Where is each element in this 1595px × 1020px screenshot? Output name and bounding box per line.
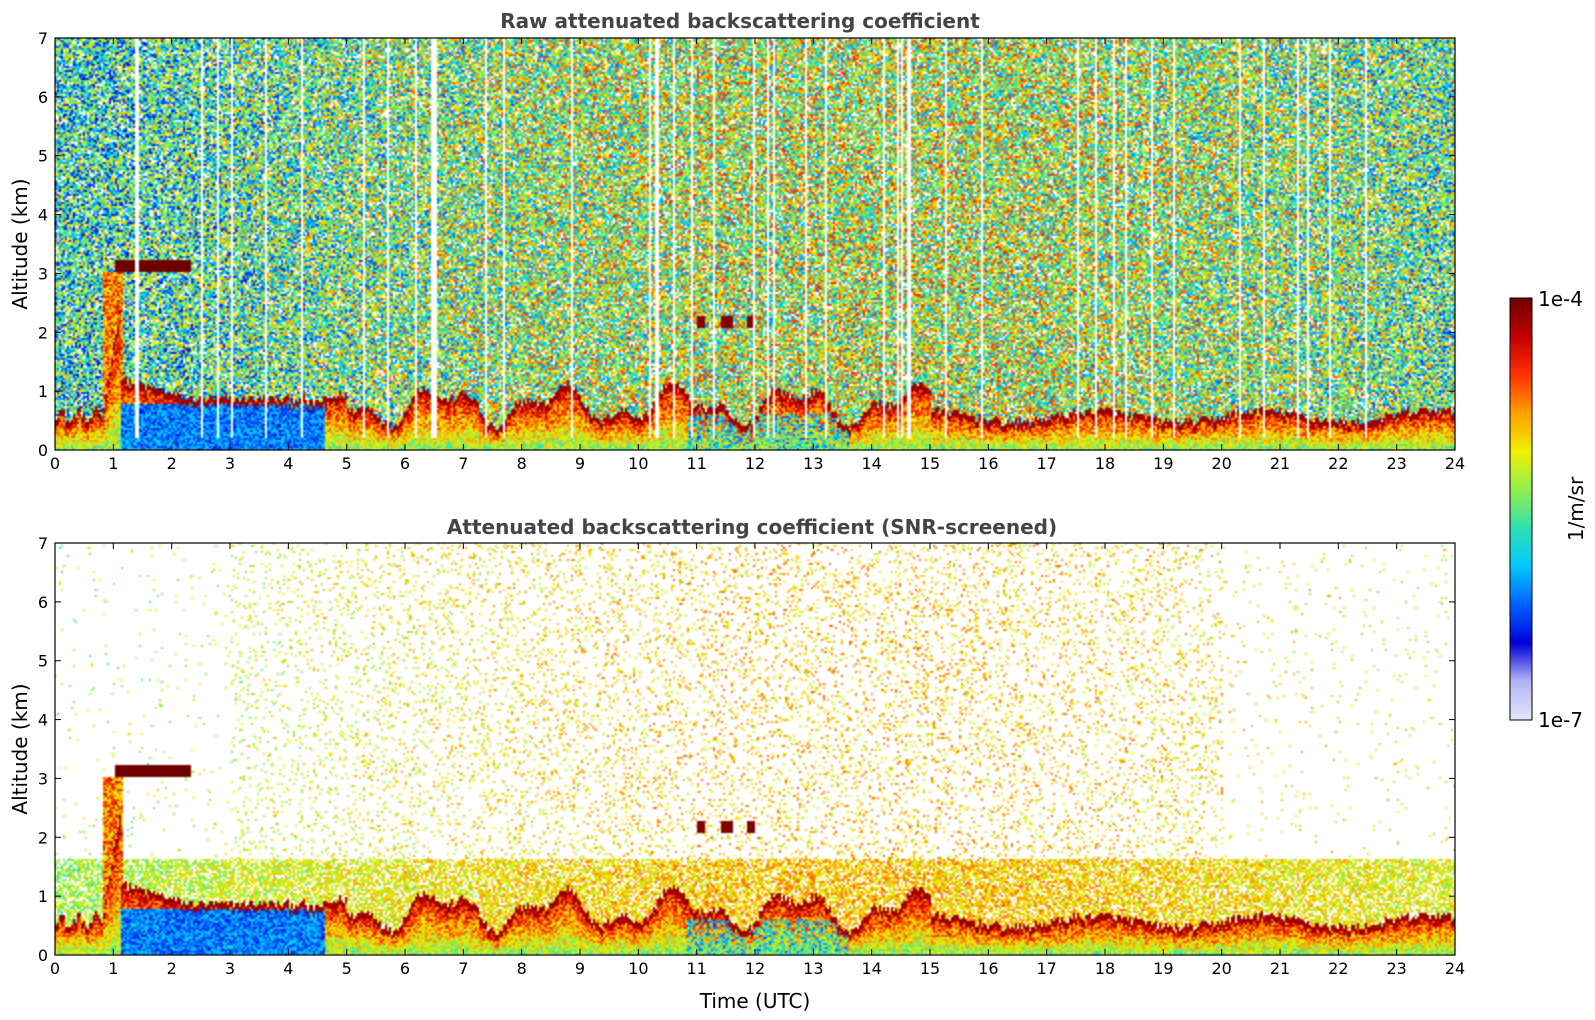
x-tick-label: 11 (686, 959, 706, 978)
y-tick-label: 3 (38, 769, 48, 788)
x-tick-label: 2 (167, 959, 177, 978)
x-tick-label: 21 (1270, 454, 1290, 473)
x-tick-label: 8 (517, 959, 527, 978)
y-tick-label: 3 (38, 264, 48, 283)
x-tick-label: 11 (686, 454, 706, 473)
y-tick-label: 5 (38, 652, 48, 671)
x-tick-label: 1 (108, 454, 118, 473)
bottom-y-axis-label: Altitude (km) (8, 683, 32, 814)
y-tick-label: 2 (38, 828, 48, 847)
colorbar-unit-label: 1/m/sr (1564, 476, 1588, 541)
x-tick-label: 16 (978, 454, 998, 473)
colorbar-min-label: 1e-7 (1538, 708, 1583, 732)
bottom-heatmap-image (55, 543, 1455, 955)
x-tick-label: 24 (1445, 959, 1465, 978)
x-tick-label: 15 (920, 454, 940, 473)
top-panel: Raw attenuated backscattering coefficien… (8, 9, 1465, 473)
x-tick-label: 10 (628, 959, 648, 978)
bottom-panel-title: Attenuated backscattering coefficient (S… (447, 515, 1057, 539)
x-tick-label: 3 (225, 959, 235, 978)
x-tick-label: 2 (167, 454, 177, 473)
x-tick-label: 18 (1095, 959, 1115, 978)
x-tick-label: 5 (342, 959, 352, 978)
bottom-axis-ticks: 0 1 2 3 4 5 6 7 8 9 10 11 12 13 14 15 16 17 18 19 20 21 22 23 24… (38, 534, 1465, 978)
x-tick-label: 22 (1328, 454, 1348, 473)
x-tick-label: 3 (225, 454, 235, 473)
x-tick-label: 9 (575, 454, 585, 473)
x-tick-label: 7 (458, 454, 468, 473)
x-tick-label: 17 (1036, 959, 1056, 978)
x-tick-label: 19 (1153, 454, 1173, 473)
top-y-axis-label: Altitude (km) (8, 178, 32, 309)
y-tick-label: 7 (38, 29, 48, 48)
top-heatmap-image (55, 38, 1455, 450)
colorbar: 1e-4 1e-7 1/m/sr (1509, 287, 1588, 732)
x-tick-label: 13 (803, 959, 823, 978)
x-tick-label: 21 (1270, 959, 1290, 978)
top-panel-title: Raw attenuated backscattering coefficien… (500, 9, 980, 33)
colorbar-gradient (1509, 297, 1533, 721)
y-tick-label: 1 (38, 382, 48, 401)
x-tick-label: 19 (1153, 959, 1173, 978)
x-tick-label: 0 (50, 959, 60, 978)
y-tick-label: 4 (38, 206, 48, 225)
x-tick-label: 0 (50, 454, 60, 473)
y-tick-label: 6 (38, 593, 48, 612)
x-tick-label: 5 (342, 454, 352, 473)
x-tick-label: 10 (628, 454, 648, 473)
x-tick-label: 20 (1211, 454, 1231, 473)
x-tick-label: 4 (283, 959, 293, 978)
x-tick-label: 12 (745, 454, 765, 473)
x-tick-label: 24 (1445, 454, 1465, 473)
x-tick-label: 23 (1386, 454, 1406, 473)
y-tick-label: 6 (38, 88, 48, 107)
x-tick-label: 17 (1036, 454, 1056, 473)
y-tick-label: 5 (38, 147, 48, 166)
x-tick-label: 13 (803, 454, 823, 473)
bottom-x-axis-label: Time (UTC) (699, 989, 811, 1013)
y-tick-label: 0 (38, 946, 48, 965)
x-tick-label: 12 (745, 959, 765, 978)
x-tick-label: 20 (1211, 959, 1231, 978)
x-tick-label: 1 (108, 959, 118, 978)
x-tick-label: 9 (575, 959, 585, 978)
y-tick-label: 7 (38, 534, 48, 553)
y-tick-label: 2 (38, 323, 48, 342)
colorbar-max-label: 1e-4 (1538, 287, 1583, 311)
x-tick-label: 22 (1328, 959, 1348, 978)
y-tick-label: 0 (38, 441, 48, 460)
x-tick-label: 16 (978, 959, 998, 978)
top-axis-ticks: 0 1 2 3 4 5 6 7 8 9 10 11 12 13 14 15 16 17 18 19 20 21 22 23 24… (38, 29, 1465, 473)
x-tick-label: 14 (861, 959, 881, 978)
x-tick-label: 7 (458, 959, 468, 978)
x-tick-label: 14 (861, 454, 881, 473)
x-tick-label: 15 (920, 959, 940, 978)
x-tick-label: 23 (1386, 959, 1406, 978)
x-tick-label: 6 (400, 959, 410, 978)
x-tick-label: 18 (1095, 454, 1115, 473)
x-tick-label: 8 (517, 454, 527, 473)
y-tick-label: 1 (38, 887, 48, 906)
y-tick-label: 4 (38, 711, 48, 730)
x-tick-label: 4 (283, 454, 293, 473)
bottom-panel: Attenuated backscattering coefficient (S… (8, 515, 1465, 1013)
x-tick-label: 6 (400, 454, 410, 473)
